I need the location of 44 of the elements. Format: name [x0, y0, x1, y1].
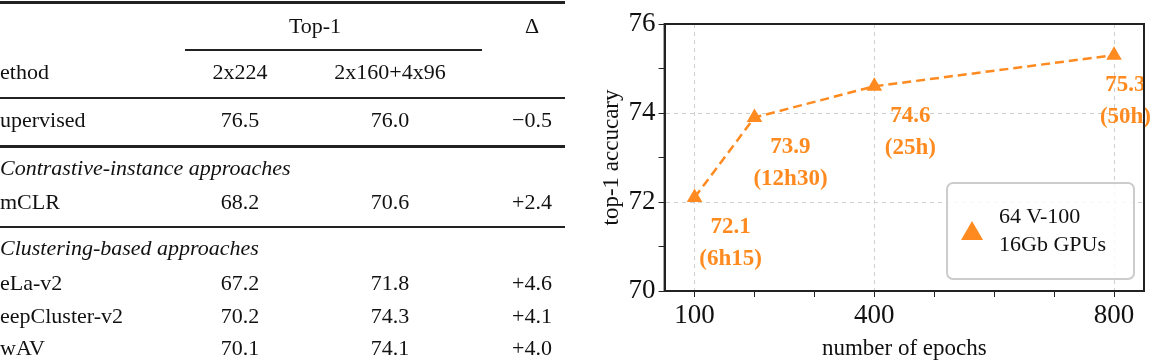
text: 74.3 — [370, 303, 410, 328]
y-tick-label: 76 — [628, 7, 656, 38]
x-tick-label: 400 — [854, 299, 895, 330]
text: +4.6 — [512, 270, 552, 295]
point — [686, 188, 703, 203]
category-label: mCLR — [0, 189, 60, 214]
category-label: eepCluster-v2 — [0, 303, 123, 328]
text: 74.1 — [370, 335, 410, 360]
text: 67.2 — [220, 270, 260, 295]
text: +4.1 — [512, 303, 552, 328]
data-label: 74.6 (25h) — [884, 102, 936, 160]
text: 76.0 — [370, 107, 410, 132]
text: +2.4 — [512, 189, 552, 214]
x-tick-label: 800 — [1093, 299, 1135, 330]
y-tick-label: 72 — [628, 185, 656, 216]
point — [866, 77, 883, 91]
data-label: 73.9 (12h30) — [753, 133, 828, 191]
text: 70.1 — [220, 335, 260, 360]
text: 70.6 — [370, 189, 410, 214]
text: Top-1 — [288, 13, 342, 38]
category-label: upervised — [0, 107, 86, 132]
text: 2x224 — [212, 59, 268, 84]
x-axis-title: number of epochs — [821, 335, 987, 361]
text: 71.8 — [370, 270, 410, 295]
legend-label: 64 V-100 16Gb GPUs — [999, 202, 1107, 256]
point — [1106, 46, 1122, 60]
x-tick-label: 100 — [674, 299, 715, 330]
text: 68.2 — [220, 189, 260, 214]
category-label: wAV — [0, 335, 45, 360]
category-label: ethod — [0, 59, 49, 84]
text: 76.5 — [220, 107, 260, 132]
y-tick-label: 70 — [628, 274, 656, 305]
category-label: Clustering-based approaches — [0, 235, 259, 260]
y-axis-title: top-1 accucary — [597, 89, 623, 226]
data-label: 72.1 (6h15) — [699, 213, 762, 271]
text: 70.2 — [220, 303, 260, 328]
text: +4.0 — [512, 335, 552, 360]
point — [746, 108, 763, 122]
text: −0.5 — [512, 107, 552, 132]
text: Δ — [524, 13, 540, 38]
category-label: eLa-v2 — [0, 270, 63, 295]
category-label: Contrastive-instance approaches — [0, 155, 291, 180]
y-tick-label: 74 — [628, 96, 657, 127]
text: 2x160+4x96 — [334, 59, 446, 84]
